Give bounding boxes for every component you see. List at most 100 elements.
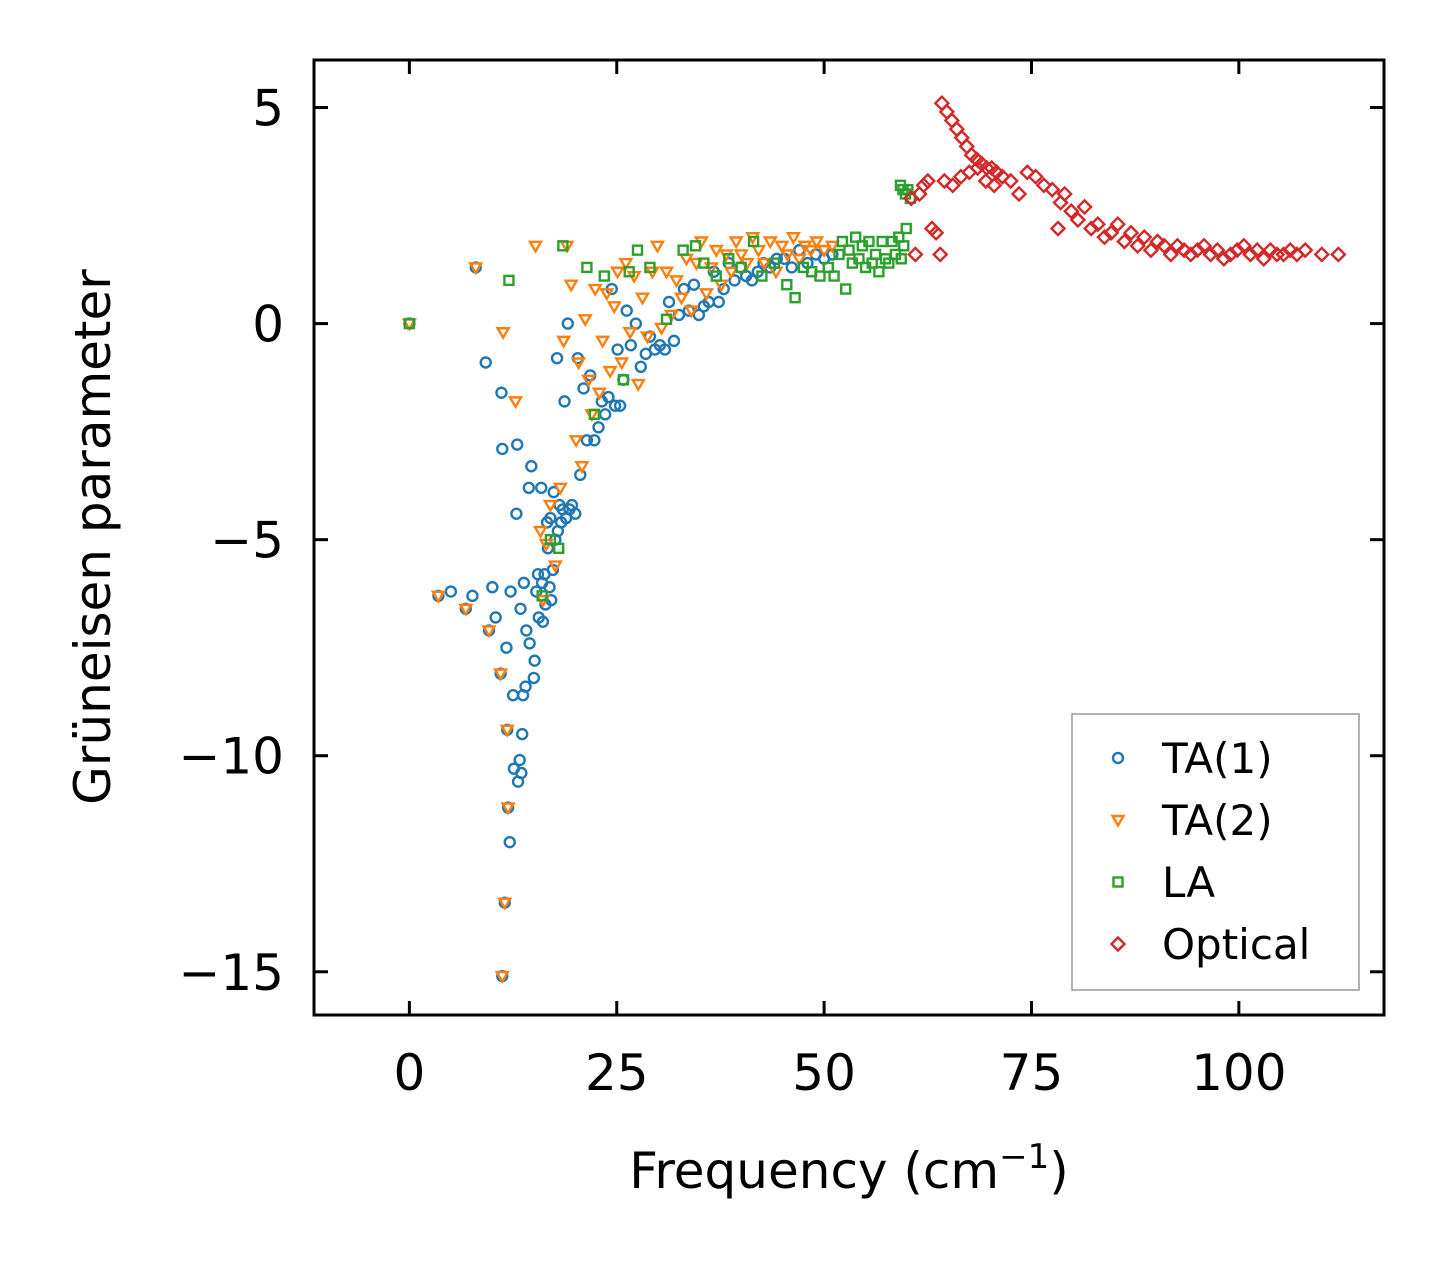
data-point [1136, 228, 1153, 246]
data-point [816, 244, 832, 259]
x-tick-label: 25 [585, 1044, 649, 1102]
data-point [1122, 224, 1140, 242]
data-point [728, 274, 741, 287]
data-point [1169, 237, 1186, 255]
legend-item: Optical [1109, 920, 1310, 969]
data-point [1235, 237, 1253, 255]
legend-item: TA(1) [1111, 734, 1273, 783]
data-point [668, 275, 685, 289]
data-point [550, 351, 564, 365]
data-point [1268, 246, 1286, 263]
data-point [568, 435, 584, 449]
data-point [785, 231, 802, 246]
data-point [898, 240, 910, 252]
data-point [552, 542, 565, 555]
data-point [1195, 237, 1213, 255]
data-point [863, 235, 875, 248]
data-point [698, 257, 710, 269]
legend-label: TA(1) [1161, 734, 1273, 783]
data-point [598, 408, 612, 421]
data-point [527, 240, 544, 254]
data-point [683, 305, 699, 319]
data-point [658, 266, 675, 280]
data-point [513, 753, 526, 767]
data-point [495, 386, 508, 399]
data-point [403, 317, 416, 330]
data-point [883, 257, 895, 269]
data-point [557, 240, 569, 252]
data-point [985, 177, 1003, 194]
data-point [511, 438, 524, 451]
data-point [1102, 224, 1120, 242]
legend-marker [1109, 935, 1127, 953]
data-point [571, 357, 587, 371]
data-point [495, 327, 511, 341]
data-point [523, 637, 536, 650]
data-point [1189, 241, 1206, 259]
data-point [622, 327, 638, 341]
data-point [1069, 211, 1087, 229]
legend-label: LA [1162, 858, 1215, 907]
plot-frame [312, 58, 1386, 1017]
data-point [631, 244, 644, 256]
x-axis-title-sup: −1 [999, 1137, 1049, 1177]
data-point [496, 442, 509, 456]
series-optical [903, 95, 1347, 267]
data-point [634, 360, 648, 374]
data-point [1182, 246, 1199, 263]
data-point [620, 304, 633, 317]
data-point [689, 240, 702, 252]
data-point [785, 261, 798, 274]
data-point [574, 460, 590, 475]
data-point [595, 335, 611, 349]
data-point [1175, 241, 1193, 259]
y-tick-label: −15 [178, 944, 284, 1002]
data-point [527, 671, 541, 685]
y-tick-labels: 5 0 −5 −10 −15 [178, 80, 284, 1002]
y-tick-label: −5 [210, 512, 284, 570]
data-point [503, 274, 515, 287]
data-point [444, 585, 458, 598]
data-point [515, 727, 529, 741]
data-point [839, 283, 852, 295]
data-point [1063, 203, 1080, 220]
data-point [563, 279, 579, 293]
data-point [500, 802, 516, 816]
data-point [687, 278, 701, 291]
data-point [1297, 241, 1314, 259]
data-point [895, 253, 907, 265]
data-point [500, 641, 513, 654]
data-point [614, 357, 630, 371]
data-point [588, 434, 601, 447]
data-point [708, 244, 724, 259]
data-point [610, 266, 626, 280]
legend-item: TA(2) [1110, 796, 1273, 845]
data-point [1010, 185, 1028, 203]
data-point [497, 897, 513, 911]
x-axis-title-close: ) [1049, 1142, 1069, 1200]
data-point [774, 240, 790, 254]
legend-label: TA(2) [1161, 796, 1273, 845]
data-point [814, 270, 826, 282]
data-point [569, 507, 582, 520]
data-point [728, 236, 744, 250]
data-point [618, 257, 634, 271]
data-point [747, 235, 760, 248]
data-point [768, 257, 781, 269]
data-point [824, 240, 840, 254]
data-point [536, 615, 550, 628]
data-point [803, 244, 819, 259]
data-point [1027, 168, 1044, 185]
data-point [1242, 246, 1259, 263]
data-point [1089, 216, 1107, 233]
data-point [915, 177, 932, 194]
data-point [762, 236, 778, 250]
data-point [710, 270, 722, 282]
data-point [1262, 241, 1279, 259]
data-point [489, 611, 502, 624]
data-point [809, 236, 825, 250]
legend-items: TA(1) TA(2) LA Optical [1109, 734, 1310, 969]
data-point [1155, 237, 1173, 255]
data-point [507, 396, 524, 410]
data-point [828, 270, 840, 282]
